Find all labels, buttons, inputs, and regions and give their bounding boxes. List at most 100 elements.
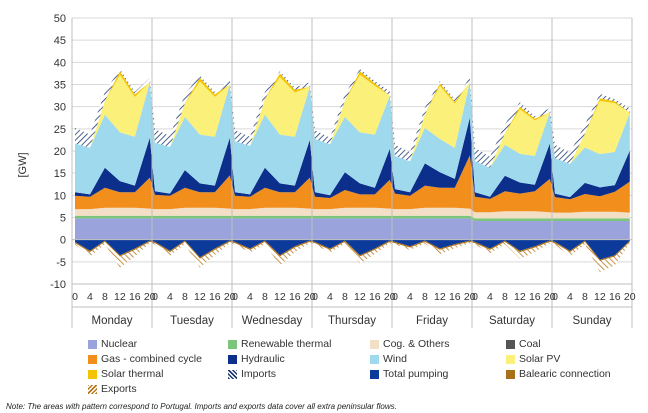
legend-item: Total pumping (370, 368, 448, 380)
day-label: Wednesday (242, 315, 303, 327)
y-tick-label: 35 (54, 80, 66, 92)
day-label: Thursday (328, 315, 376, 327)
x-tick-label: 8 (502, 291, 508, 303)
x-tick-label: 4 (87, 291, 93, 303)
x-tick-label: 12 (434, 291, 446, 303)
y-tick-label: 15 (54, 168, 66, 180)
x-tick-label: 20 (304, 291, 316, 303)
x-tick-label: 16 (129, 291, 141, 303)
x-tick-label: 16 (529, 291, 541, 303)
legend-item: Wind (370, 353, 407, 365)
legend-label: Exports (101, 383, 137, 395)
y-tick-label: 20 (54, 146, 66, 158)
x-tick-label: 0 (472, 291, 478, 303)
legend-label: Solar thermal (101, 368, 164, 380)
legend-label: Imports (241, 368, 277, 380)
legend-item: Solar PV (506, 353, 560, 365)
y-tick-label: 50 (54, 13, 66, 25)
legend-swatch (370, 339, 379, 349)
x-tick-label: 20 (464, 291, 476, 303)
x-tick-label: 4 (407, 291, 413, 303)
area-renewable-thermal (75, 215, 630, 221)
legend-item: Imports (228, 368, 276, 380)
y-tick-label: 45 (54, 35, 66, 47)
area-solar-thermal (75, 71, 630, 168)
x-tick-label: 8 (422, 291, 428, 303)
y-tick-label: 40 (54, 57, 66, 69)
x-tick-label: 16 (609, 291, 621, 303)
area-gas-combined-cycle (75, 155, 630, 213)
legend-item: Balearic connection (506, 368, 611, 380)
area-nuclear (75, 218, 630, 240)
x-tick-label: 20 (144, 291, 156, 303)
legend-label: Gas - combined cycle (101, 353, 202, 365)
x-tick-label: 12 (594, 291, 606, 303)
legend-swatch (88, 339, 97, 349)
legend-swatch (506, 369, 515, 379)
legend-item: Exports (88, 383, 137, 395)
legend-swatch (228, 339, 237, 349)
x-tick-label: 16 (369, 291, 381, 303)
legend-label: Solar PV (519, 353, 561, 365)
x-tick-label: 12 (354, 291, 366, 303)
legend-item: Cog. & Others (370, 338, 450, 350)
legend-item: Nuclear (88, 338, 137, 350)
legend-item: Hydraulic (228, 353, 285, 365)
legend-swatch (370, 354, 379, 364)
legend-label: Renewable thermal (241, 338, 332, 350)
area-hydraulic (75, 117, 630, 200)
x-tick-label: 0 (312, 291, 318, 303)
x-tick-label: 4 (167, 291, 173, 303)
legend-label: Coal (519, 338, 541, 350)
x-tick-label: 12 (114, 291, 126, 303)
day-label: Sunday (572, 315, 611, 327)
x-tick-label: 0 (232, 291, 238, 303)
legend-swatch (228, 354, 237, 364)
x-tick-label: 0 (72, 291, 78, 303)
x-tick-label: 0 (392, 291, 398, 303)
y-tick-label: -10 (50, 279, 66, 291)
legend-item: Solar thermal (88, 368, 163, 380)
day-label: Tuesday (170, 315, 214, 327)
x-tick-label: 8 (582, 291, 588, 303)
y-tick-label: -5 (56, 257, 66, 269)
area-solar-pv (75, 74, 630, 168)
x-tick-label: 20 (384, 291, 396, 303)
x-tick-label: 0 (552, 291, 558, 303)
area-series (75, 69, 630, 272)
legend-swatch (370, 369, 379, 379)
area-exports (75, 241, 630, 272)
y-tick-label: 0 (60, 235, 66, 247)
legend-label: Total pumping (383, 368, 449, 380)
x-tick-label: 4 (327, 291, 333, 303)
area-balearic-connection (75, 240, 630, 261)
day-label: Saturday (489, 315, 535, 327)
x-tick-label: 4 (247, 291, 253, 303)
legend-swatch (506, 339, 515, 349)
legend-label: Balearic connection (519, 368, 611, 380)
legend-item: Coal (506, 338, 541, 350)
y-tick-label: 30 (54, 102, 66, 114)
chart-note: Note: The areas with pattern correspond … (6, 402, 397, 411)
y-tick-label: 5 (60, 213, 66, 225)
x-tick-label: 12 (194, 291, 206, 303)
area-wind (75, 82, 630, 198)
x-tick-label: 8 (182, 291, 188, 303)
x-tick-label: 16 (209, 291, 221, 303)
y-axis-label: [GW] (17, 152, 29, 177)
y-tick-label: 25 (54, 124, 66, 136)
x-tick-label: 4 (487, 291, 493, 303)
legend-swatch (88, 354, 97, 364)
day-label: Monday (92, 315, 133, 327)
legend-label: Nuclear (101, 338, 138, 350)
x-tick-label: 20 (544, 291, 556, 303)
x-tick-label: 4 (567, 291, 573, 303)
x-tick-label: 0 (152, 291, 158, 303)
x-tick-label: 12 (274, 291, 286, 303)
x-tick-label: 8 (102, 291, 108, 303)
legend-item: Gas - combined cycle (88, 353, 202, 365)
x-tick-label: 16 (449, 291, 461, 303)
x-tick-label: 16 (289, 291, 301, 303)
